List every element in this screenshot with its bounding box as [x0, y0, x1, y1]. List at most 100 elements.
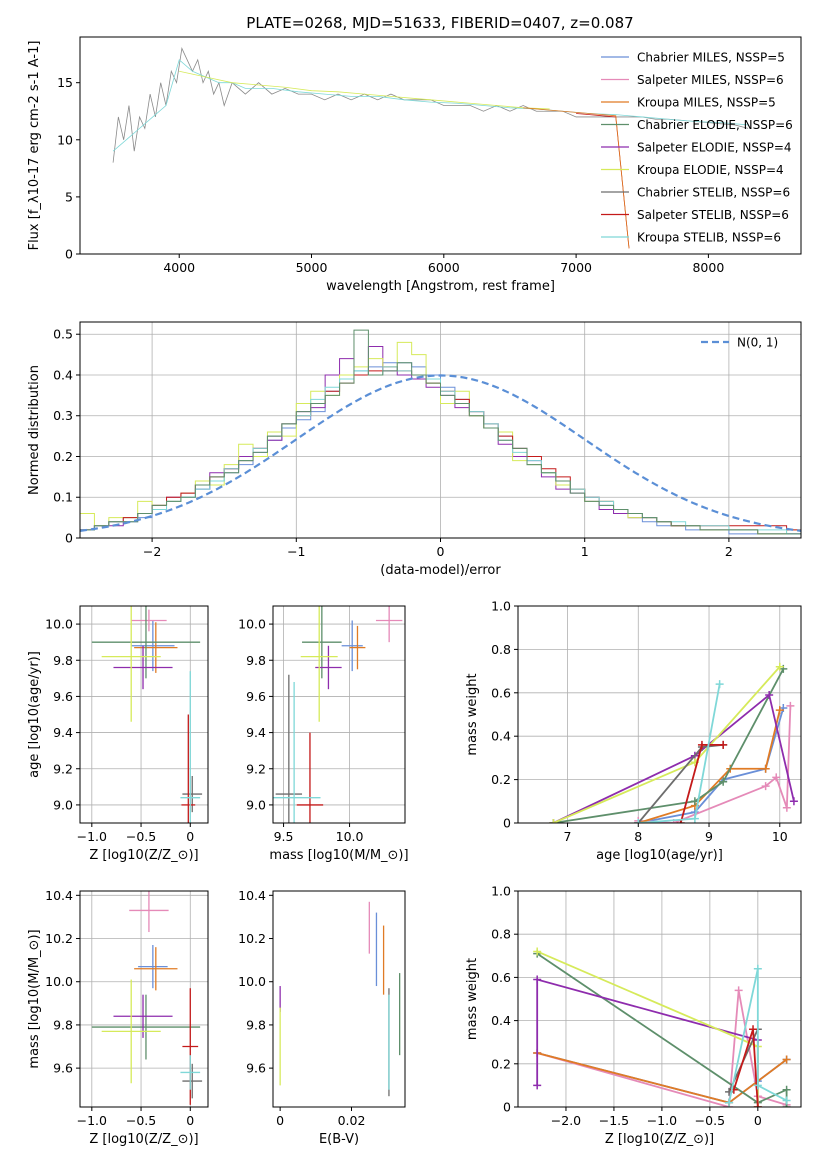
y-tick-label: 9.8 — [246, 653, 266, 668]
plot-area — [279, 901, 401, 1097]
axes-frame — [272, 890, 406, 1108]
point-marker — [719, 777, 728, 786]
x-tick-label: 8 — [634, 829, 642, 844]
x-tick-label: −1.0 — [77, 1113, 107, 1128]
point-marker — [725, 1098, 734, 1107]
chart-residuals: −2 −1 0 1 2 0 0.1 0.2 0.3 0.4 0.5 (data-model)/erro… — [27, 321, 802, 578]
y-tick-label: 9.6 — [246, 689, 266, 704]
y-tick-label: 10.4 — [45, 888, 73, 903]
point-marker — [533, 975, 542, 984]
series-chabrier-stelib — [637, 743, 724, 823]
axes-frame — [517, 890, 802, 1108]
x-tick-label: 10.0 — [336, 829, 364, 844]
point-marker — [782, 1055, 791, 1064]
point-marker — [761, 782, 770, 791]
y-axis-label: mass weight — [465, 958, 480, 1040]
y-tick-label: 15 — [57, 75, 73, 90]
x-tick-label: 5000 — [296, 260, 328, 275]
y-tick-label: 0.8 — [491, 642, 511, 657]
y-tick-label: 0.1 — [53, 490, 73, 505]
axes-frame — [272, 605, 406, 824]
x-tick-label: 9 — [705, 829, 713, 844]
x-tick-label: 7000 — [560, 260, 592, 275]
x-tick-label: 0 — [186, 1113, 194, 1128]
point-marker — [749, 1025, 758, 1034]
y-tick-label: 0.5 — [53, 327, 73, 342]
point-marker — [533, 1081, 542, 1090]
series-kroupa-elodie — [553, 666, 781, 823]
y-tick-label: 10 — [57, 132, 73, 147]
x-tick-label: 10 — [772, 829, 788, 844]
x-tick-label: −2 — [143, 544, 161, 559]
chart-weight_vs_Z: −2.0 −1.5 −1.0 −0.5 0 0 0.2 0.4 0.6 0.8 1.0 Z [log1… — [465, 884, 802, 1147]
series-kroupa-stelib — [112, 59, 749, 152]
legend-entry: Kroupa STELIB, NSSP=6 — [637, 231, 781, 245]
y-tick-label: 0 — [65, 247, 73, 262]
plot-area — [273, 606, 403, 823]
point-marker — [765, 690, 774, 699]
plot-area — [91, 891, 203, 1105]
y-tick-label: 10.4 — [238, 888, 266, 903]
y-axis-label: Flux [f_λ10-17 erg cm-2 s-1 A-1] — [27, 41, 42, 251]
y-axis-label: mass [log10(M/M_⊙)] — [27, 929, 42, 1068]
x-tick-label: 1 — [581, 544, 589, 559]
y-tick-label: 0.3 — [53, 408, 73, 423]
x-tick-label: 0 — [186, 829, 194, 844]
point-marker — [782, 803, 791, 812]
y-tick-label: 9.6 — [246, 1061, 266, 1076]
x-tick-label: −1 — [287, 544, 305, 559]
series-salpeter-elodie — [552, 693, 795, 823]
chart-spectrum: 4000 5000 6000 7000 8000 0 5 10 15 wavelength [An… — [27, 36, 802, 294]
y-tick-label: 9.8 — [53, 1017, 73, 1032]
legend-entry: Kroupa MILES, NSSP=5 — [637, 96, 776, 110]
y-tick-label: 9.8 — [53, 653, 73, 668]
point-marker — [761, 764, 770, 773]
x-tick-label: −0.5 — [126, 829, 156, 844]
plot-area — [549, 662, 798, 823]
plot-area — [80, 329, 801, 535]
y-tick-label: 9.4 — [53, 725, 73, 740]
normal-curve — [80, 374, 801, 532]
y-tick-label: 0.6 — [491, 970, 511, 985]
x-tick-label: 9.5 — [274, 829, 294, 844]
series-kroupa-miles — [523, 107, 630, 249]
y-tick-label: 9.2 — [53, 761, 73, 776]
plot-area — [533, 947, 791, 1107]
chart-weight_vs_age: 7 8 9 10 0 0.2 0.4 0.6 0.8 1.0 age [log10(age/yr)]… — [465, 599, 802, 863]
hist-chabrier-elodie — [80, 329, 801, 535]
y-axis-label: Normed distribution — [27, 365, 42, 495]
x-tick-label: −1.5 — [599, 1113, 629, 1128]
point-marker — [782, 1096, 791, 1105]
x-axis-label: Z [log10(Z/Z_⊙)] — [89, 848, 198, 863]
y-tick-label: 9.6 — [53, 1061, 73, 1076]
axes-frame — [79, 36, 802, 255]
y-tick-label: 10.2 — [45, 931, 73, 946]
x-axis-label: wavelength [Angstrom, rest frame] — [326, 279, 555, 294]
legend-entry: Chabrier ELODIE, NSSP=6 — [637, 118, 793, 132]
point-marker — [753, 1103, 762, 1107]
x-tick-label: 6000 — [428, 260, 460, 275]
x-tick-label: 0.02 — [338, 1113, 366, 1128]
y-tick-label: 0.6 — [491, 685, 511, 700]
x-tick-label: −2.0 — [551, 1113, 581, 1128]
x-tick-label: 4000 — [163, 260, 195, 275]
x-axis-label: mass [log10(M/M_⊙)] — [269, 848, 408, 863]
axes-frame — [79, 890, 209, 1108]
legend-entry: Salpeter ELODIE, NSSP=4 — [637, 141, 792, 155]
y-tick-label: 1.0 — [491, 599, 511, 614]
y-tick-label: 9.6 — [53, 689, 73, 704]
y-tick-label: 0.2 — [491, 1056, 511, 1071]
legend-entry: Salpeter MILES, NSSP=6 — [637, 73, 784, 87]
point-marker — [715, 680, 724, 689]
x-tick-label: −1.0 — [77, 829, 107, 844]
point-marker — [719, 740, 728, 749]
y-tick-label: 10.0 — [238, 617, 266, 632]
point-marker — [634, 819, 643, 823]
y-tick-label: 0.4 — [53, 367, 73, 382]
y-tick-label: 0.4 — [491, 1013, 511, 1028]
plot-area — [112, 47, 749, 249]
axes-frame — [517, 605, 802, 824]
point-marker — [775, 662, 784, 671]
legend-entry: Kroupa ELODIE, NSSP=4 — [637, 163, 784, 177]
x-axis-label: Z [log10(Z/Z_⊙)] — [605, 1132, 714, 1147]
